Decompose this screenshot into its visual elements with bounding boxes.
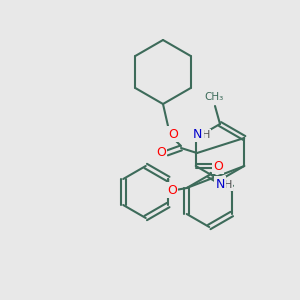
- Text: N: N: [215, 178, 225, 190]
- Text: O: O: [167, 184, 177, 196]
- Text: H: H: [202, 130, 210, 140]
- Text: CH₃: CH₃: [204, 92, 224, 102]
- Text: O: O: [156, 146, 166, 160]
- Text: O: O: [168, 128, 178, 140]
- Text: N: N: [193, 128, 203, 140]
- Text: H: H: [224, 180, 232, 190]
- Text: O: O: [213, 160, 223, 172]
